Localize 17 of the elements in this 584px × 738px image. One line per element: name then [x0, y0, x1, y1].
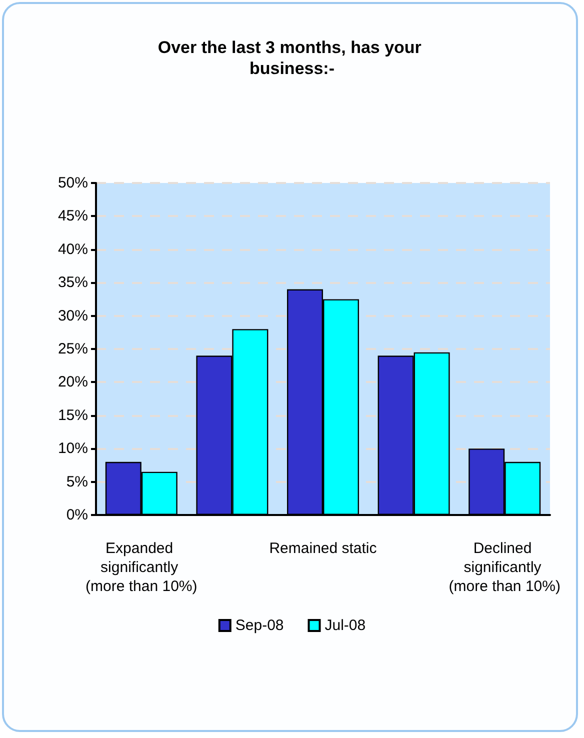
y-tick-label: 15%: [58, 406, 88, 424]
y-tick-label: 45%: [58, 208, 88, 225]
x-tick-label: Expanded significantly (more than 10%): [86, 540, 198, 595]
y-tick-label: 30%: [58, 307, 88, 324]
y-tick-label: 20%: [58, 374, 88, 391]
y-tick-label: 35%: [58, 274, 88, 292]
legend-label: Jul-08: [324, 617, 366, 634]
y-tick-label: 5%: [66, 473, 88, 490]
y-tick-label: 40%: [58, 240, 88, 258]
x-tick-label: Declined significantly (more than 10%): [448, 540, 560, 595]
y-tick-label: 0%: [66, 506, 88, 524]
chart-title: Over the last 3 months, has your business:-: [158, 38, 426, 78]
legend-label: Sep-08: [235, 617, 284, 634]
y-tick-label: 10%: [58, 440, 88, 458]
x-tick-label: Remained static: [269, 540, 378, 557]
y-tick-label: 50%: [58, 174, 88, 192]
y-tick-label: 25%: [58, 340, 88, 358]
